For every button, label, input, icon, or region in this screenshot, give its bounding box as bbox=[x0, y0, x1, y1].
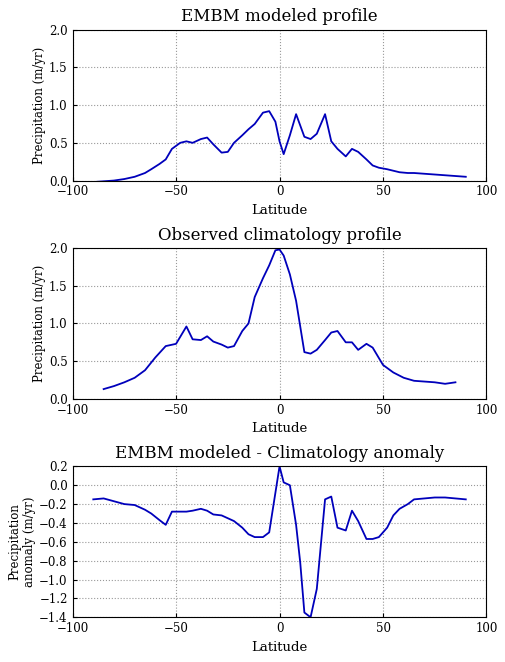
X-axis label: Latitude: Latitude bbox=[251, 422, 307, 436]
Title: EMBM modeled - Climatology anomaly: EMBM modeled - Climatology anomaly bbox=[115, 445, 443, 462]
X-axis label: Latitude: Latitude bbox=[251, 204, 307, 217]
Title: EMBM modeled profile: EMBM modeled profile bbox=[181, 9, 377, 25]
Title: Observed climatology profile: Observed climatology profile bbox=[158, 226, 400, 244]
Y-axis label: Precipitation (m/yr): Precipitation (m/yr) bbox=[33, 46, 46, 164]
Y-axis label: Precipitation (m/yr): Precipitation (m/yr) bbox=[33, 265, 46, 382]
Y-axis label: Precipitation
anomaly (m/yr): Precipitation anomaly (m/yr) bbox=[8, 496, 36, 587]
X-axis label: Latitude: Latitude bbox=[251, 641, 307, 653]
